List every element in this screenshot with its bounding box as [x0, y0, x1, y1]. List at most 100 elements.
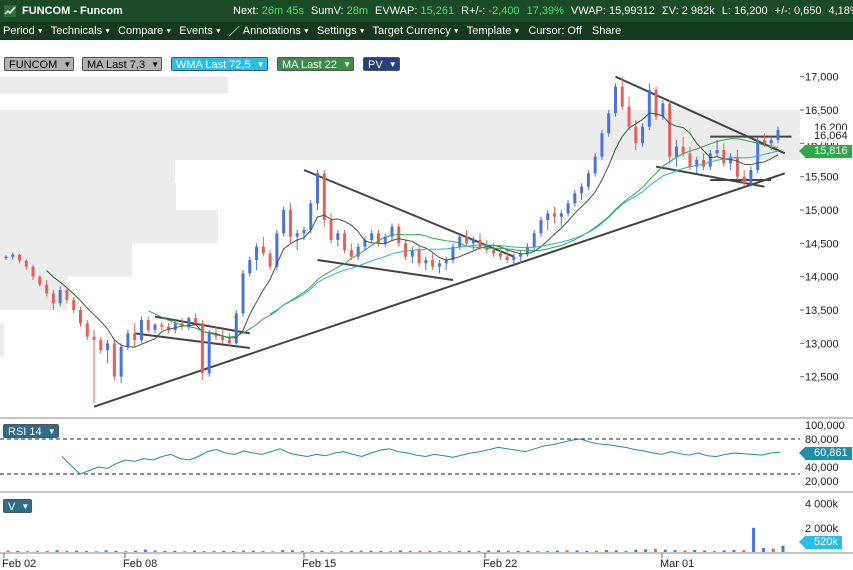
candle-body [742, 176, 746, 184]
candle-body [553, 213, 557, 217]
candle-body [464, 236, 468, 244]
candle-body [424, 260, 428, 264]
candle-body [627, 106, 631, 127]
volume-bar [192, 550, 196, 552]
candle-body [18, 254, 22, 261]
trendline [134, 332, 250, 349]
candle-body [207, 333, 211, 374]
rsi-tick-label: 100,000 [805, 420, 845, 432]
volume-bar [55, 550, 59, 552]
volume-bar [761, 548, 765, 552]
volume-bar [222, 550, 226, 552]
candle-body [363, 240, 367, 247]
candle-body [681, 146, 685, 154]
volume-bar [693, 549, 697, 552]
rsi-value-tag: 60,861 [799, 447, 852, 460]
volume-bar [703, 550, 707, 552]
volume-bar [428, 551, 432, 552]
candle-body [492, 250, 496, 254]
menu-annotations[interactable]: ／ Annotations ▼ [228, 25, 310, 38]
menu-share[interactable]: Share [591, 25, 622, 37]
candle-body [539, 220, 543, 234]
volume-bar [438, 551, 442, 552]
volume-bar [45, 551, 49, 552]
candle-body [641, 126, 645, 144]
volume-bar [742, 550, 746, 552]
volume-bar [497, 550, 501, 552]
candle-body [329, 220, 333, 240]
candle-body [336, 233, 340, 240]
menu-technicals[interactable]: Technicals ▼ [50, 25, 112, 37]
symbol-selector[interactable]: FUNCOM ▼ [4, 57, 75, 71]
volume-bar [35, 551, 39, 552]
volume-bar [712, 550, 716, 552]
candle-body [65, 290, 69, 300]
candle-body [133, 333, 137, 340]
candle-body [397, 226, 401, 244]
volume-tick-label: 4 000k [805, 499, 839, 511]
pv-button[interactable]: PV ▼ [363, 57, 400, 71]
price-tick-label: 16,500 [805, 105, 839, 117]
volume-button[interactable]: V ▼ [3, 499, 33, 513]
candle-body [126, 333, 130, 347]
chart-area[interactable]: 17,00016,50016,00015,50015,00014,50014,0… [0, 40, 853, 570]
candle-body [505, 256, 509, 260]
candle-body [92, 336, 96, 340]
volume-bar [752, 527, 756, 552]
quote-stats: Next: 26m 45s SumV: 28m EVWAP: 15,261 R+… [233, 0, 853, 22]
wma-line [269, 150, 779, 315]
stat-vwap: VWAP: 15,99312 [570, 5, 655, 17]
candle-body [241, 273, 245, 314]
candle-body [769, 140, 773, 144]
menu-target-currency[interactable]: Target Currency ▼ [372, 25, 460, 37]
wma-button[interactable]: WMA Last 72,5 ▼ [171, 57, 268, 71]
candle-body [471, 240, 475, 244]
pencil-icon: ／ [228, 26, 240, 38]
menu-period[interactable]: Period ▼ [3, 25, 44, 37]
candle-body [674, 146, 678, 157]
window-title: FUNCOM - Funcom [22, 5, 123, 17]
candle-body [31, 266, 35, 277]
volume-bar [565, 550, 569, 552]
ma-short-button[interactable]: MA Last 7,3 ▼ [82, 57, 163, 71]
candle-body [715, 150, 719, 154]
trendline [655, 165, 765, 188]
volume-bar [604, 550, 608, 552]
candle-body [688, 153, 692, 167]
candle-body [349, 250, 353, 257]
volume-bar [251, 550, 255, 552]
menu-settings[interactable]: Settings ▼ [316, 25, 366, 37]
menu-events[interactable]: Events ▼ [179, 25, 222, 37]
candle-body [248, 260, 252, 274]
menu-cursor-toggle[interactable]: Cursor: Off [528, 25, 582, 37]
stock-chart[interactable]: 17,00016,50016,00015,50015,00014,50014,0… [0, 40, 853, 570]
volume-bar [202, 551, 206, 552]
price-tick-label: 15,500 [805, 172, 839, 184]
rsi-button[interactable]: RSI 14 ▼ [3, 424, 59, 438]
caret-down-icon: ▼ [302, 27, 310, 35]
ma-long-button[interactable]: MA Last 22 ▼ [277, 57, 355, 71]
date-label: Feb 08 [123, 558, 157, 570]
candle-body [735, 156, 739, 177]
candle-body [566, 203, 570, 214]
candle-body [234, 313, 238, 344]
volume-bar [585, 550, 589, 552]
candle-body [776, 130, 780, 140]
caret-down-icon: ▼ [256, 60, 265, 69]
volume-bar [369, 550, 373, 552]
candle-body [593, 156, 597, 174]
candle-body [417, 250, 421, 264]
stat-last: L: 16,200 [721, 5, 768, 17]
caret-down-icon: ▼ [388, 60, 397, 69]
candle-body [58, 290, 62, 304]
candle-body [295, 233, 299, 237]
date-label: Mar 01 [660, 558, 694, 570]
volume-profile-band [0, 243, 132, 277]
candle-body [24, 260, 28, 267]
price-tick-label: 14,000 [805, 272, 839, 284]
caret-down-icon: ▼ [513, 27, 521, 35]
volume-bar [663, 549, 667, 552]
volume-bar [477, 551, 481, 552]
menu-compare[interactable]: Compare ▼ [118, 25, 173, 37]
menu-template[interactable]: Template ▼ [466, 25, 521, 37]
